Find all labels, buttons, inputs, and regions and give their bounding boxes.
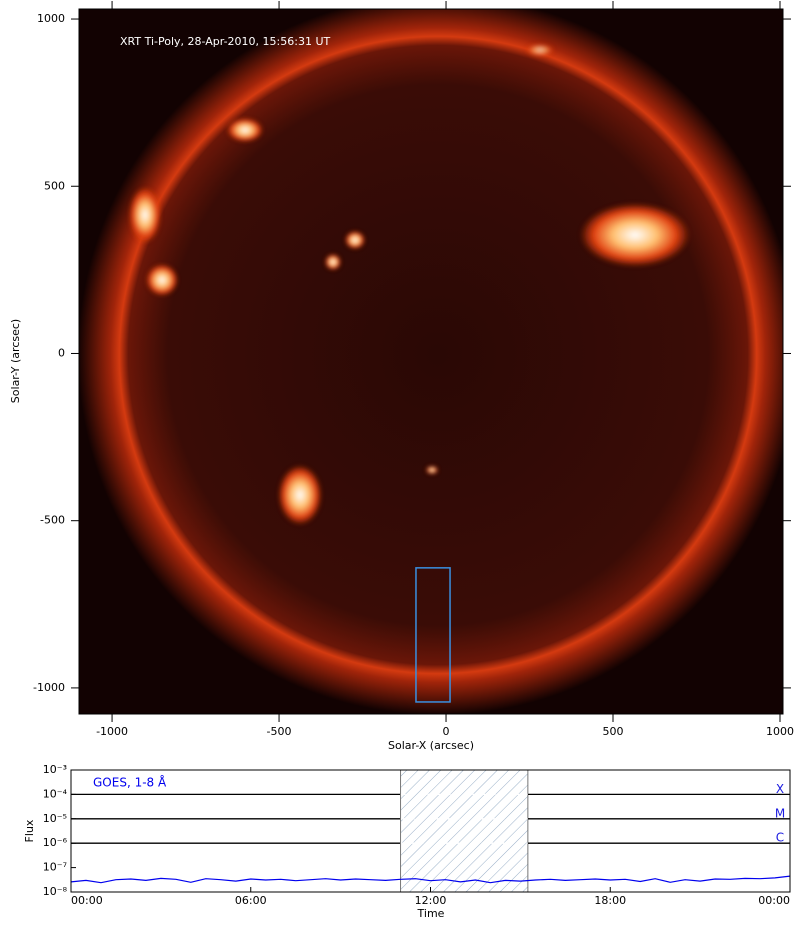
region-box bbox=[415, 567, 451, 703]
flux-line bbox=[70, 875, 791, 884]
highlight-span bbox=[400, 769, 529, 893]
legend-label: GOES, 1-8 Å bbox=[93, 775, 167, 790]
y-tick-label: 10⁻⁷ bbox=[43, 861, 67, 874]
image-frame bbox=[78, 8, 784, 715]
y-tick-label: 500 bbox=[44, 179, 65, 192]
y-tick-label: -1000 bbox=[33, 681, 65, 694]
annotation: XRT Ti-Poly, 28-Apr-2010, 15:56:31 UT bbox=[120, 35, 330, 48]
x-tick-label: 06:00 bbox=[235, 894, 267, 907]
y-axis-label: Solar-Y (arcsec) bbox=[9, 319, 22, 403]
x-axis-label: Time bbox=[417, 907, 445, 920]
y-tick-label: 10⁻⁸ bbox=[43, 885, 68, 898]
level-label: M bbox=[775, 806, 785, 820]
x-tick-label: 0 bbox=[443, 725, 450, 738]
x-tick-label: 12:00 bbox=[415, 894, 447, 907]
level-label: C bbox=[776, 831, 784, 845]
y-axis-label: Flux bbox=[23, 819, 36, 842]
y-tick-label: 10⁻⁴ bbox=[43, 787, 68, 800]
x-tick-label: 00:00 bbox=[758, 894, 790, 907]
y-tick-label: 10⁻⁵ bbox=[43, 812, 67, 825]
solar-image bbox=[79, 9, 783, 714]
x-tick-label: 00:00 bbox=[71, 894, 103, 907]
x-tick-label: -500 bbox=[267, 725, 292, 738]
y-tick-label: 0 bbox=[58, 346, 65, 359]
x-tick-label: 1000 bbox=[766, 725, 794, 738]
level-label: X bbox=[776, 782, 784, 796]
x-tick-label: 500 bbox=[603, 725, 624, 738]
y-tick-label: 10⁻⁶ bbox=[43, 836, 68, 849]
y-tick-label: 1000 bbox=[37, 12, 65, 25]
x-tick-label: -1000 bbox=[96, 725, 128, 738]
x-tick-label: 18:00 bbox=[594, 894, 626, 907]
y-tick-label: -500 bbox=[40, 514, 65, 527]
x-axis-label: Solar-X (arcsec) bbox=[388, 739, 474, 752]
y-tick-label: 10⁻³ bbox=[43, 763, 67, 776]
